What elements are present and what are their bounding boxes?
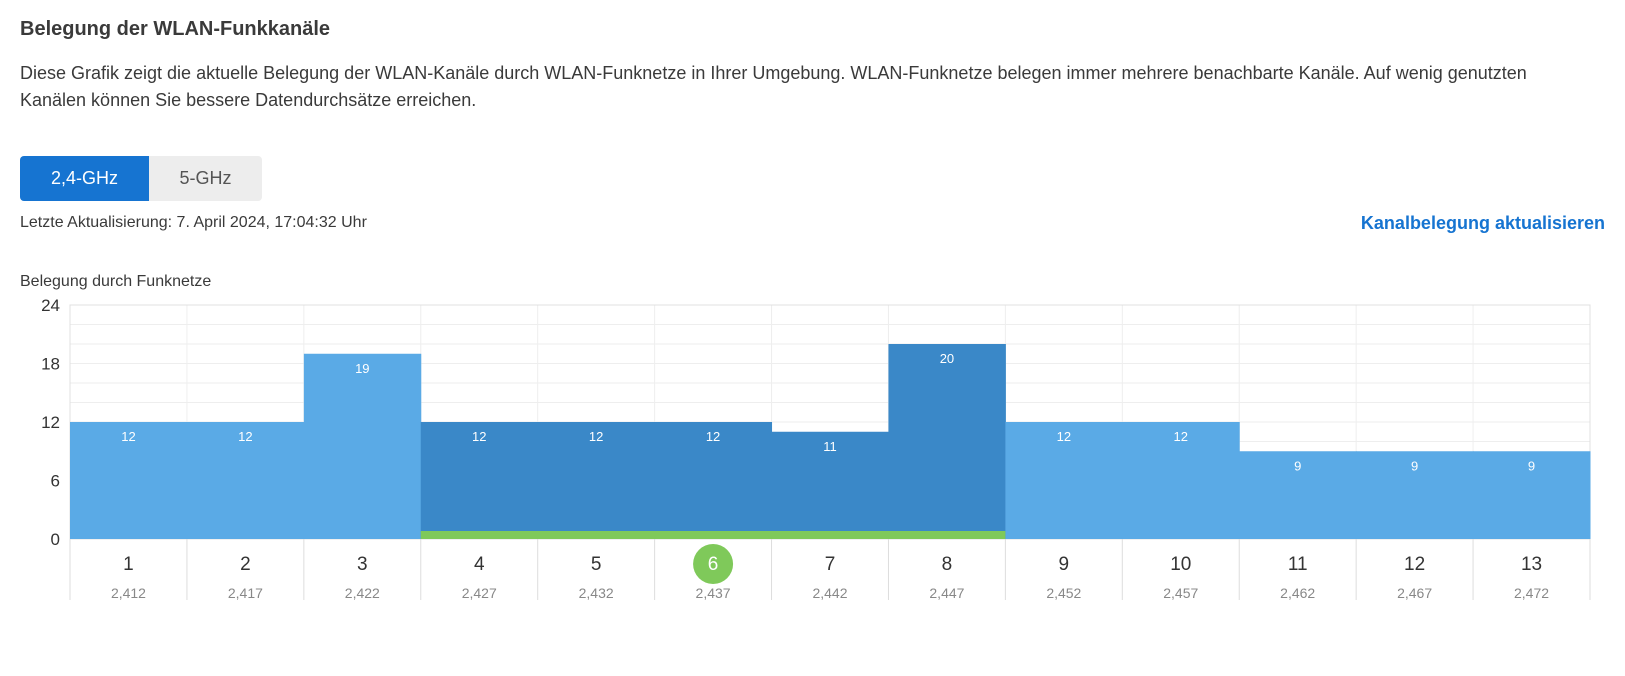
bar-channel-11	[1239, 451, 1357, 539]
bar-value-label: 12	[238, 429, 252, 444]
channel-label: 6	[708, 554, 719, 575]
band-tabs: 2,4-GHz 5-GHz	[20, 156, 262, 201]
y-tick-label: 18	[41, 355, 60, 374]
frequency-label: 2,432	[579, 585, 614, 601]
bar-channel-1	[70, 422, 188, 539]
channel-label: 11	[1288, 554, 1308, 575]
bar-value-label: 12	[589, 429, 603, 444]
bar-value-label: 19	[355, 361, 369, 376]
y-tick-label: 0	[51, 530, 60, 549]
bar-value-label: 12	[472, 429, 486, 444]
chart-title: Belegung durch Funknetze	[20, 273, 212, 290]
bar-channel-10	[1122, 422, 1240, 539]
bar-channel-3	[303, 353, 422, 539]
tab-2-4-ghz[interactable]: 2,4-GHz	[20, 156, 149, 201]
bar-channel-5	[537, 422, 656, 539]
bar-value-label: 12	[1057, 429, 1071, 444]
frequency-label: 2,467	[1397, 585, 1432, 601]
page-title: Belegung der WLAN-Funkkanäle	[20, 18, 331, 40]
bar-value-label: 9	[1294, 458, 1301, 473]
selected-channel-marker	[693, 544, 734, 584]
frequency-label: 2,427	[462, 585, 497, 601]
frequency-label: 2,457	[1163, 585, 1198, 601]
channel-label: 13	[1521, 554, 1542, 575]
frequency-label: 2,462	[1280, 585, 1315, 601]
y-tick-label: 24	[41, 296, 60, 315]
bar-channel-7	[771, 431, 889, 539]
channel-label: 1	[123, 554, 134, 575]
frequency-label: 2,437	[696, 585, 731, 601]
bar-channel-13	[1473, 451, 1591, 539]
bar-value-label: 11	[823, 439, 837, 454]
channel-label: 4	[474, 554, 485, 575]
bar-value-label: 12	[121, 429, 135, 444]
channel-label: 7	[825, 554, 836, 575]
bar-channel-2	[186, 422, 305, 539]
frequency-label: 2,472	[1514, 585, 1549, 601]
bar-channel-8	[888, 344, 1006, 539]
bar-value-label: 12	[1174, 429, 1188, 444]
last-update-text: Letzte Aktualisierung: 7. April 2024, 17…	[20, 214, 367, 231]
channel-label: 5	[591, 554, 602, 575]
tab-5-ghz[interactable]: 5-GHz	[149, 156, 262, 201]
frequency-label: 2,442	[812, 585, 847, 601]
bar-channel-4	[420, 422, 539, 539]
channel-label: 2	[240, 554, 251, 575]
frequency-label: 2,417	[228, 585, 263, 601]
frequency-label: 2,447	[929, 585, 964, 601]
channel-label: 12	[1404, 554, 1425, 575]
channel-label: 10	[1170, 554, 1191, 575]
page-description: Diese Grafik zeigt die aktuelle Belegung…	[20, 63, 1527, 110]
channel-label: 9	[1059, 554, 1070, 575]
refresh-channel-link[interactable]: Kanalbelegung aktualisieren	[1360, 213, 1605, 233]
bar-value-label: 9	[1528, 458, 1535, 473]
bar-value-label: 9	[1411, 458, 1418, 473]
channel-label: 8	[942, 554, 953, 575]
y-tick-label: 6	[51, 472, 60, 491]
own-network-band	[420, 531, 1006, 539]
y-tick-label: 12	[41, 413, 60, 432]
bar-channel-12	[1356, 451, 1474, 539]
bar-value-label: 20	[940, 351, 954, 366]
bar-channel-6	[654, 422, 773, 539]
frequency-label: 2,452	[1046, 585, 1081, 601]
channel-label: 3	[357, 554, 368, 575]
frequency-label: 2,412	[111, 585, 146, 601]
bar-value-label: 12	[706, 429, 720, 444]
frequency-label: 2,422	[345, 585, 380, 601]
bar-channel-9	[1005, 422, 1123, 539]
